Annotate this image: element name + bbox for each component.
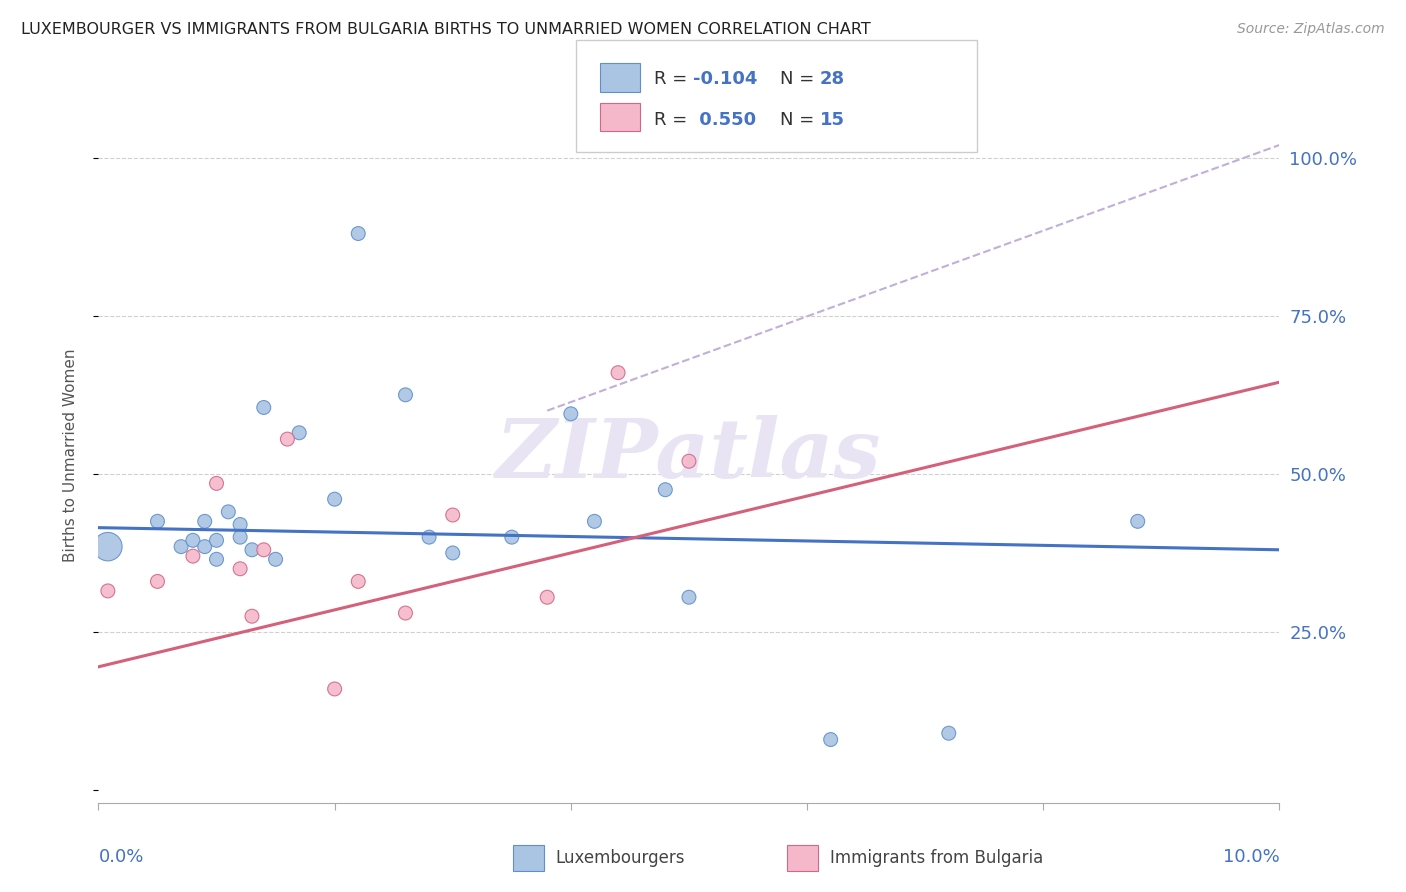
Point [276, 432, 298, 446]
Point [501, 530, 523, 544]
Point [264, 552, 287, 566]
Text: N =: N = [780, 70, 820, 88]
Point [394, 388, 416, 402]
Point [347, 227, 370, 241]
Point [97, 540, 120, 554]
Point [607, 366, 630, 380]
Point [654, 483, 676, 497]
Point [229, 562, 252, 576]
Text: -0.104: -0.104 [693, 70, 758, 88]
Point [678, 454, 700, 468]
Point [938, 726, 960, 740]
Point [217, 505, 239, 519]
Point [194, 540, 217, 554]
Point [441, 508, 464, 522]
Point [240, 542, 263, 557]
Y-axis label: Births to Unmarried Women: Births to Unmarried Women [63, 348, 77, 562]
Point [229, 530, 252, 544]
Point [205, 476, 228, 491]
Point [181, 549, 204, 563]
Text: Source: ZipAtlas.com: Source: ZipAtlas.com [1237, 22, 1385, 37]
Text: 15: 15 [820, 112, 845, 129]
Point [97, 583, 120, 598]
Point [323, 492, 346, 507]
Text: 0.0%: 0.0% [98, 848, 143, 866]
Point [229, 517, 252, 532]
Text: Immigrants from Bulgaria: Immigrants from Bulgaria [830, 849, 1043, 867]
Point [146, 514, 169, 528]
Point [418, 530, 440, 544]
Point [146, 574, 169, 589]
Point [536, 591, 558, 605]
Point [560, 407, 582, 421]
Point [678, 591, 700, 605]
Text: LUXEMBOURGER VS IMMIGRANTS FROM BULGARIA BIRTHS TO UNMARRIED WOMEN CORRELATION C: LUXEMBOURGER VS IMMIGRANTS FROM BULGARIA… [21, 22, 870, 37]
Text: R =: R = [654, 112, 693, 129]
Point [394, 606, 416, 620]
Point [583, 514, 606, 528]
Point [1126, 514, 1149, 528]
Point [820, 732, 842, 747]
Point [441, 546, 464, 560]
Point [253, 401, 276, 415]
Point [253, 542, 276, 557]
Text: N =: N = [780, 112, 820, 129]
Point [205, 533, 228, 548]
Point [194, 514, 217, 528]
Point [205, 552, 228, 566]
Point [240, 609, 263, 624]
Text: 28: 28 [820, 70, 845, 88]
Point [347, 574, 370, 589]
Point [288, 425, 311, 440]
Text: 10.0%: 10.0% [1223, 848, 1279, 866]
Point [181, 533, 204, 548]
Point [170, 540, 193, 554]
Text: R =: R = [654, 70, 693, 88]
Text: 0.550: 0.550 [693, 112, 756, 129]
Text: ZIPatlas: ZIPatlas [496, 415, 882, 495]
Point [323, 681, 346, 696]
Text: Luxembourgers: Luxembourgers [555, 849, 685, 867]
